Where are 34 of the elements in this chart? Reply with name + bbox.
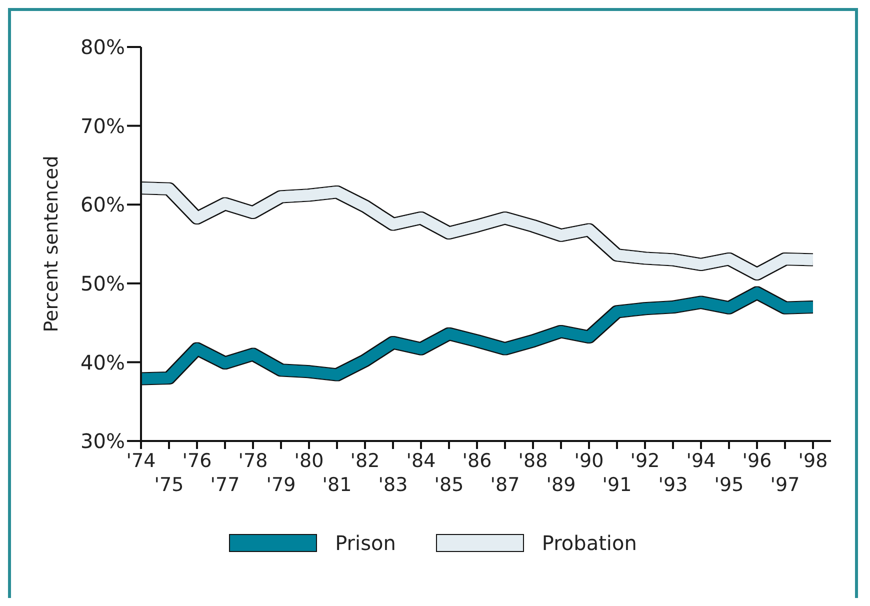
x-tick-label: '81 xyxy=(322,474,352,496)
x-tick-label: '82 xyxy=(350,450,380,472)
y-tick-label: 60% xyxy=(80,192,125,217)
y-tick-label: 80% xyxy=(80,35,125,60)
x-tick-label: '94 xyxy=(686,450,716,472)
legend-label: Prison xyxy=(335,531,396,555)
x-tick-label: '86 xyxy=(462,450,492,472)
x-tick-label: '74 xyxy=(126,450,156,472)
x-tick-label: '98 xyxy=(798,450,828,472)
x-tick-label: '97 xyxy=(770,474,800,496)
y-tick-label: 40% xyxy=(80,350,125,374)
x-tick-label: '91 xyxy=(602,474,632,496)
y-tick-label: 50% xyxy=(80,272,125,296)
x-tick-label: '89 xyxy=(546,474,576,496)
x-tick-label: '88 xyxy=(518,450,548,472)
y-tick-label: 30% xyxy=(80,429,125,454)
x-tick-label: '95 xyxy=(714,474,744,496)
x-tick-label: '87 xyxy=(490,474,520,496)
x-tick-label: '84 xyxy=(406,450,436,472)
x-tick-label: '75 xyxy=(154,474,184,496)
x-tick-label: '79 xyxy=(266,474,296,496)
x-tick-label: '83 xyxy=(378,474,408,496)
x-tick-label: '85 xyxy=(434,474,464,496)
legend-label: Probation xyxy=(542,531,637,555)
x-tick-label: '92 xyxy=(630,450,660,472)
x-tick-label: '93 xyxy=(658,474,688,496)
x-tick-label: '90 xyxy=(574,450,604,472)
y-axis-title: Percent sentenced xyxy=(40,156,63,332)
x-tick-label: '96 xyxy=(742,450,772,472)
x-tick-label: '77 xyxy=(210,474,240,496)
y-tick-label: 70% xyxy=(80,114,125,138)
x-tick-label: '76 xyxy=(182,450,212,472)
x-tick-label: '78 xyxy=(238,450,268,472)
x-tick-label: '80 xyxy=(294,450,324,472)
